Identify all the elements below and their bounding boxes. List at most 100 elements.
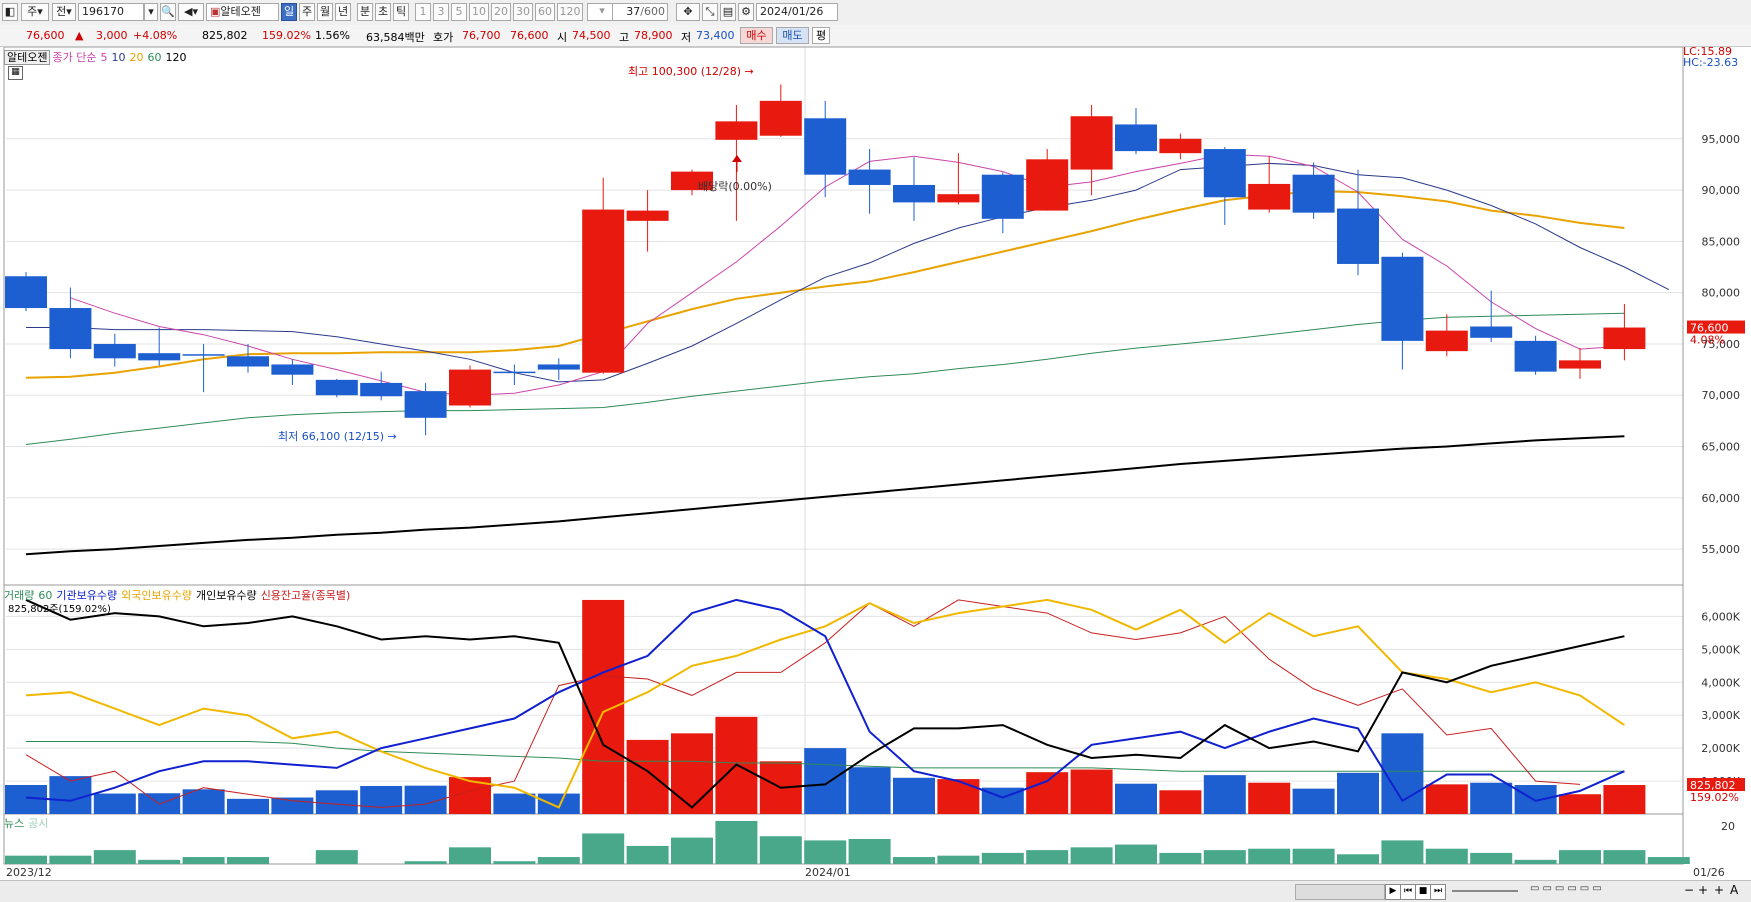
price-change: 3,000 [96, 29, 128, 42]
candle-body [1115, 124, 1157, 152]
low-price: 73,400 [696, 29, 735, 42]
volume-bar [937, 779, 980, 814]
stock-name: 알테오젠 [220, 5, 261, 18]
zoom-icon[interactable]: ⤡ [702, 3, 718, 21]
volume-bar [1070, 769, 1113, 814]
period-tab-month[interactable]: 월 [317, 3, 333, 21]
interval-1[interactable]: 1 [415, 3, 431, 21]
layout-icon[interactable]: ◧ [2, 3, 18, 21]
candle-body [1603, 327, 1646, 350]
stock-name-field[interactable]: ▣알테오젠 [206, 3, 279, 21]
ma10-line [26, 162, 1670, 383]
volume-bar [1248, 782, 1291, 814]
mode-label: 전 [56, 5, 67, 18]
interval-120[interactable]: 120 [557, 3, 583, 21]
period-tab-day[interactable]: 일 [281, 3, 297, 21]
candle-body [360, 382, 403, 397]
interval-30[interactable]: 30 [513, 3, 533, 21]
current-price-tag: 76,600 [1690, 322, 1729, 335]
news-bar [1292, 848, 1335, 864]
news-bar [537, 857, 580, 864]
candle-body [138, 353, 181, 361]
news-tick-label: 20 [1721, 820, 1735, 833]
news-bar [804, 840, 847, 864]
candle-body [404, 391, 447, 418]
chart-area[interactable]: 55,000 60,000 65,000 70,000 75,000 80,000 85,0… [0, 45, 1751, 901]
volume-bar [848, 767, 891, 814]
table-icon[interactable]: ▦ [8, 66, 23, 80]
volume-bar [49, 776, 92, 814]
volume-tag: 825,802 [1690, 779, 1736, 792]
gear-icon[interactable]: ⚙ [738, 3, 754, 21]
interval-20[interactable]: 20 [491, 3, 511, 21]
interval-60[interactable]: 60 [535, 3, 555, 21]
zoom-slider[interactable] [1452, 890, 1518, 892]
volume-value: 825,802 [202, 29, 248, 42]
save-icon[interactable]: ▤ [720, 3, 736, 21]
volume-bar [315, 790, 358, 814]
volume-bar [537, 793, 580, 814]
high-annotation: 최고 100,300 (12/28) → [628, 65, 754, 78]
view-toggle-icons[interactable]: ▭▭▭▭▭▭ [1530, 883, 1605, 894]
legend-ma120: 120 [165, 51, 187, 64]
low-label: 저 [681, 31, 692, 44]
foreign-holdings-line [25, 598, 1625, 809]
count-field[interactable]: 37/600 [612, 3, 668, 21]
period-tab-second[interactable]: 초 [375, 3, 391, 21]
news-bar [1381, 840, 1424, 864]
rewind-icon[interactable]: ⏮ [1400, 884, 1416, 900]
interval-3[interactable]: 3 [433, 3, 449, 21]
fast-forward-icon[interactable]: ⏭ [1430, 884, 1446, 900]
price-tick-label: 80,000 [1702, 287, 1741, 300]
volume-bar [493, 793, 536, 814]
buy-button[interactable]: 매수 [740, 27, 773, 44]
stock-code-input[interactable]: 196170 [78, 3, 144, 21]
zoom-in-icon[interactable]: + [1698, 883, 1709, 897]
candle-body [537, 364, 580, 370]
volume-tick-label: 2,000K [1701, 742, 1740, 755]
code-dropdown-icon[interactable]: ▾ [144, 3, 158, 21]
hc-value: HC:-23.63 [1683, 56, 1739, 69]
candle-body [315, 379, 358, 396]
news-bar [1470, 852, 1513, 864]
price-volume-chart[interactable]: 55,000 60,000 65,000 70,000 75,000 80,000 85,0… [0, 46, 1751, 880]
mode-select[interactable]: 전▾ [52, 3, 76, 21]
custom-interval-dropdown-icon[interactable]: ▾ [599, 4, 605, 17]
period-tab-year[interactable]: 년 [335, 3, 351, 21]
crosshair-icon[interactable]: ✥ [676, 3, 700, 21]
up-arrow-icon: ▲ [75, 29, 84, 42]
news-bar [715, 820, 758, 864]
legend-stock-name[interactable]: 알테오젠 [4, 50, 51, 65]
volume-bar [182, 789, 225, 814]
price-change-pct: +4.08% [133, 29, 178, 42]
period-tab-tick[interactable]: 틱 [393, 3, 409, 21]
bottom-bar: ▶ ⏮ ■ ⏭ ▭▭▭▭▭▭ − + + A [0, 880, 1751, 902]
volume-tick-label: 3,000K [1701, 709, 1740, 722]
high-label: 고 [619, 31, 630, 44]
candle-body [1026, 159, 1069, 211]
scroll-track[interactable] [1295, 884, 1385, 900]
volume-bar [360, 786, 403, 814]
zoom-out-icon[interactable]: − [1684, 883, 1695, 897]
search-icon[interactable]: 🔍 [160, 3, 176, 21]
market-select[interactable]: 주▾ [21, 3, 49, 21]
sound-icon[interactable]: ◀▾ [178, 3, 204, 21]
font-size-icon[interactable]: A [1730, 883, 1739, 897]
news-bar [1248, 848, 1291, 864]
news-bar [449, 847, 491, 864]
interval-5[interactable]: 5 [451, 3, 467, 21]
legend-ma60: 60 [147, 51, 162, 64]
sell-button[interactable]: 매도 [776, 27, 809, 44]
interval-10[interactable]: 10 [469, 3, 489, 21]
volume-bar [626, 739, 669, 814]
stop-icon[interactable]: ■ [1415, 884, 1431, 900]
date-input[interactable]: 2024/01/26 [756, 3, 838, 21]
hoga-label: 호가 [433, 31, 454, 44]
scroll-right-icon[interactable]: ▶ [1385, 884, 1401, 900]
candle-body [1070, 116, 1113, 170]
eval-button[interactable]: 평 [812, 27, 830, 44]
period-tab-minute[interactable]: 분 [357, 3, 373, 21]
price-tick-label: 55,000 [1702, 543, 1741, 556]
expand-icon[interactable]: + [1714, 883, 1725, 897]
period-tab-week[interactable]: 주 [299, 3, 315, 21]
